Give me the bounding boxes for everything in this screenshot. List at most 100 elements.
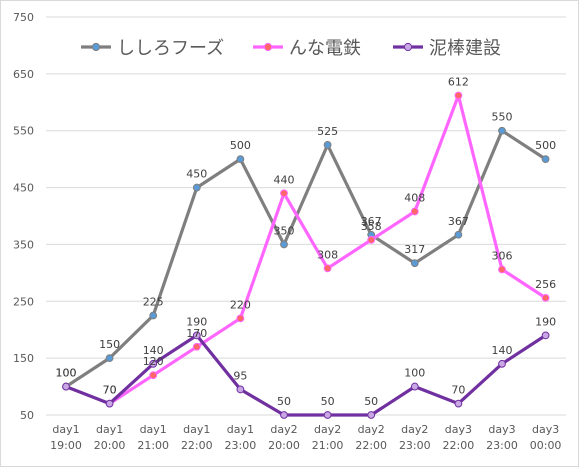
data-label: 50: [321, 395, 335, 408]
data-label: 525: [317, 125, 338, 138]
legend-item: 泥棒建設: [393, 38, 501, 59]
data-label: 100: [56, 367, 77, 380]
data-label: 306: [492, 249, 513, 262]
y-tick-label: 150: [13, 352, 34, 365]
data-label: 70: [451, 384, 465, 397]
x-tick-label: day1 19:00: [50, 423, 82, 452]
x-tick-label: day1 23:00: [225, 423, 257, 452]
data-point: [192, 183, 201, 192]
data-label: 70: [103, 384, 117, 397]
x-tick-label: day2 22:00: [355, 423, 387, 452]
legend-label: 泥棒建設: [429, 38, 501, 59]
data-point: [236, 314, 245, 323]
data-label: 408: [404, 191, 425, 204]
data-point: [323, 141, 332, 149]
data-point: [498, 359, 506, 368]
data-point: [105, 354, 114, 363]
data-label: 308: [317, 248, 338, 261]
legend-item: ししろフーズ: [81, 38, 224, 59]
x-tick-label: day1 20:00: [94, 423, 126, 452]
data-point: [149, 371, 158, 380]
x-tick-label: day3 00:00: [530, 423, 562, 452]
x-axis-ticks: day1 19:00 day1 20:00 day1 21:00 day1 22:00 day1…: [50, 423, 561, 452]
y-tick-label: 50: [20, 409, 34, 422]
data-labels: 100 150 225 450 500 350 525 367 317 367 550 500 70 12…: [56, 75, 557, 408]
data-point: [105, 399, 114, 408]
data-label: 367: [361, 215, 382, 228]
data-label: 50: [364, 395, 378, 408]
data-point: [367, 235, 376, 244]
y-tick-label: 350: [13, 238, 34, 251]
data-point: [498, 126, 506, 135]
series-group: [62, 91, 550, 419]
legend-label: ししろフーズ: [117, 38, 224, 59]
legend-marker: [91, 42, 101, 52]
x-tick-label: day2 21:00: [312, 423, 344, 452]
data-label: 500: [535, 139, 556, 152]
data-label: 440: [274, 173, 295, 186]
data-label: 220: [230, 298, 251, 311]
data-point: [280, 411, 288, 419]
data-point: [323, 264, 332, 273]
data-label: 550: [492, 111, 513, 124]
data-point: [498, 265, 506, 274]
x-tick-label: day1 21:00: [137, 423, 169, 452]
series-3: [62, 331, 550, 419]
data-point: [236, 155, 245, 164]
data-point: [541, 293, 550, 302]
legend: ししろフーズ んな電鉄 泥棒建設: [81, 38, 501, 59]
data-point: [192, 342, 201, 351]
data-label: 256: [535, 278, 556, 291]
data-point: [410, 259, 419, 268]
y-tick-label: 650: [13, 68, 34, 81]
data-label: 50: [277, 395, 291, 408]
data-label: 140: [143, 344, 164, 357]
gridlines: [46, 16, 566, 416]
data-point: [367, 411, 376, 419]
data-label: 170: [186, 327, 207, 340]
data-point: [454, 230, 463, 239]
legend-marker: [263, 42, 273, 52]
data-label: 367: [448, 215, 469, 228]
data-label: 120: [143, 355, 164, 368]
data-label: 500: [230, 139, 251, 152]
data-point: [454, 91, 463, 100]
x-tick-label: day2 20:00: [268, 423, 300, 452]
x-tick-label: day3 23:00: [486, 423, 518, 452]
series-line: [64, 333, 548, 417]
data-point: [280, 240, 288, 249]
data-point: [236, 385, 245, 394]
y-tick-label: 450: [13, 182, 34, 195]
data-label: 450: [186, 168, 207, 181]
legend-label: んな電鉄: [289, 38, 361, 59]
data-label: 100: [56, 367, 77, 380]
data-label: 190: [186, 315, 207, 328]
data-point: [62, 382, 70, 391]
data-point: [541, 155, 550, 164]
y-tick-label: 250: [13, 295, 34, 308]
y-tick-label: 750: [13, 11, 34, 24]
x-tick-label: day1 22:00: [181, 423, 213, 452]
data-point: [454, 399, 463, 408]
data-label: 358: [361, 220, 382, 233]
data-label: 100: [404, 367, 425, 380]
data-label: 225: [143, 296, 164, 309]
data-label: 150: [99, 338, 120, 351]
data-label: 350: [274, 224, 295, 237]
data-point: [149, 359, 158, 368]
data-point: [410, 382, 419, 391]
data-point: [192, 331, 201, 340]
data-label: 612: [448, 75, 469, 88]
y-axis-ticks: 50 150 250 350 450 550 650 750: [13, 11, 34, 422]
data-label: 317: [404, 243, 425, 256]
legend-item: んな電鉄: [253, 38, 361, 59]
data-label: 95: [233, 369, 247, 382]
legend-marker: [403, 42, 413, 52]
data-point: [410, 207, 419, 216]
data-point: [541, 331, 550, 340]
y-tick-label: 550: [13, 125, 34, 138]
x-tick-label: day2 23:00: [399, 423, 431, 452]
data-point: [149, 311, 158, 320]
data-point: [323, 411, 332, 419]
